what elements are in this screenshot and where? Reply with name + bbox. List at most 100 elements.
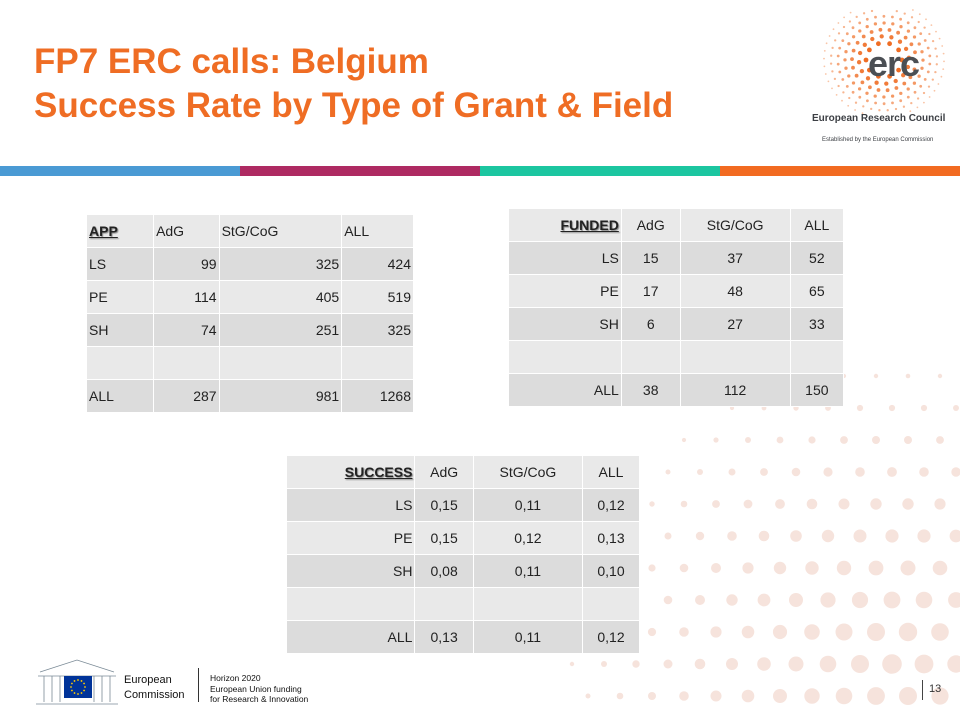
table-cell: 27 — [679, 307, 791, 341]
stripe-segment-orange — [720, 166, 960, 176]
row-label-cell — [285, 587, 416, 621]
erc-logo-word: erc — [868, 43, 920, 84]
table-row: LS 0,15 0,11 0,12 — [285, 488, 640, 522]
row-label-cell — [508, 340, 622, 374]
european-commission-text: European Commission — [124, 673, 185, 703]
table-cell: 0,11 — [472, 620, 584, 654]
table-cell: 0,08 — [414, 554, 474, 588]
table-row: ALL 0,13 0,11 0,12 — [285, 620, 640, 654]
table-cell — [153, 346, 220, 380]
table-cell: 37 — [679, 241, 791, 275]
table-title-cell: SUCCESS — [285, 455, 416, 489]
slide-title-line-2: Success Rate by Type of Grant & Field — [34, 86, 674, 125]
row-label-cell: LS — [85, 247, 155, 281]
table-cell: 114 — [153, 280, 220, 314]
column-header: StG/CoG — [679, 208, 791, 242]
table-cell: 0,13 — [582, 521, 640, 555]
row-label-cell: ALL — [85, 379, 155, 413]
row-label-cell: ALL — [285, 620, 416, 654]
table-cell: 0,12 — [582, 620, 640, 654]
color-stripe — [0, 166, 960, 176]
table-cell: 52 — [789, 241, 845, 275]
table-row — [508, 340, 845, 374]
table-cell — [218, 346, 343, 380]
row-label-cell — [85, 346, 155, 380]
ec-line-1: European — [124, 674, 172, 686]
table-row: SH 0,08 0,11 0,10 — [285, 554, 640, 588]
table-row — [285, 587, 640, 621]
row-label-cell: LS — [508, 241, 622, 275]
row-label-cell: SH — [285, 554, 416, 588]
table-cell: 251 — [218, 313, 343, 347]
column-header: StG/CoG — [218, 214, 343, 248]
table-cell — [341, 346, 414, 380]
table-cell: 405 — [218, 280, 343, 314]
table-header-row: FUNDED AdG StG/CoG ALL — [508, 208, 845, 242]
ec-line-2: Commission — [124, 689, 185, 701]
table-cell: 0,11 — [472, 554, 584, 588]
table-cell: 0,12 — [472, 521, 584, 555]
table-cell: 0,15 — [414, 488, 474, 522]
horizon-2020-text: Horizon 2020 European Union funding for … — [210, 673, 308, 705]
slide-title: FP7 ERC calls: Belgium Success Rate by T… — [34, 40, 673, 128]
table-cell — [679, 340, 791, 374]
table-cell: 15 — [620, 241, 681, 275]
table-cell — [582, 587, 640, 621]
table-cell: 981 — [218, 379, 343, 413]
table-row: ALL 287 981 1268 — [85, 379, 414, 413]
page-number-divider — [922, 680, 923, 700]
table-cell: 287 — [153, 379, 220, 413]
table-cell — [789, 340, 845, 374]
stripe-segment-teal — [480, 166, 720, 176]
footer-divider — [198, 668, 199, 702]
slide-title-line-1: FP7 ERC calls: Belgium — [34, 42, 429, 81]
table-header-row: SUCCESS AdG StG/CoG ALL — [285, 455, 640, 489]
column-header: AdG — [620, 208, 681, 242]
erc-logo: erc European Research Council Establishe… — [808, 8, 960, 158]
row-label-cell: PE — [85, 280, 155, 314]
funded-table: FUNDED AdG StG/CoG ALL LS 15 37 52 PE 17 48 65 SH 6 27… — [508, 208, 845, 407]
table-title-cell: FUNDED — [508, 208, 622, 242]
stripe-segment-magenta — [240, 166, 480, 176]
h2020-line-1: Horizon 2020 — [210, 673, 261, 683]
table-cell — [414, 587, 474, 621]
row-label-cell: PE — [285, 521, 416, 555]
applications-table: APP AdG StG/CoG ALL LS 99 325 424 PE 114 405 519 SH 7… — [85, 214, 414, 413]
erc-logo-tagline: Established by the European Commission — [822, 137, 934, 143]
table-cell: 33 — [789, 307, 845, 341]
row-label-cell: PE — [508, 274, 622, 308]
column-header: ALL — [789, 208, 845, 242]
column-header: StG/CoG — [472, 455, 584, 489]
table-row: SH 74 251 325 — [85, 313, 414, 347]
table-cell — [620, 340, 681, 374]
h2020-line-3: for Research & Innovation — [210, 694, 309, 704]
table-cell: 0,11 — [472, 488, 584, 522]
table-cell: 0,15 — [414, 521, 474, 555]
table-row: LS 99 325 424 — [85, 247, 414, 281]
row-label-cell: ALL — [508, 373, 622, 407]
table-row — [85, 346, 414, 380]
table-cell: 0,10 — [582, 554, 640, 588]
table-header-row: APP AdG StG/CoG ALL — [85, 214, 414, 248]
table-cell: 0,12 — [582, 488, 640, 522]
row-label-cell: SH — [85, 313, 155, 347]
table-cell: 424 — [341, 247, 414, 281]
table-cell: 1268 — [341, 379, 414, 413]
european-commission-logo — [36, 659, 118, 705]
table-title-cell: APP — [85, 214, 155, 248]
table-row: PE 114 405 519 — [85, 280, 414, 314]
erc-dot-burst-icon — [823, 9, 945, 115]
table-cell: 519 — [341, 280, 414, 314]
table-row: LS 15 37 52 — [508, 241, 845, 275]
success-rate-table: SUCCESS AdG StG/CoG ALL LS 0,15 0,11 0,12 PE 0,15… — [285, 455, 640, 654]
table-row: SH 6 27 33 — [508, 307, 845, 341]
column-header: AdG — [153, 214, 220, 248]
table-row: PE 0,15 0,12 0,13 — [285, 521, 640, 555]
table-cell: 38 — [620, 373, 681, 407]
table-row: PE 17 48 65 — [508, 274, 845, 308]
table-cell: 48 — [679, 274, 791, 308]
table-cell: 325 — [341, 313, 414, 347]
table-cell: 6 — [620, 307, 681, 341]
column-header: ALL — [341, 214, 414, 248]
table-cell: 65 — [789, 274, 845, 308]
